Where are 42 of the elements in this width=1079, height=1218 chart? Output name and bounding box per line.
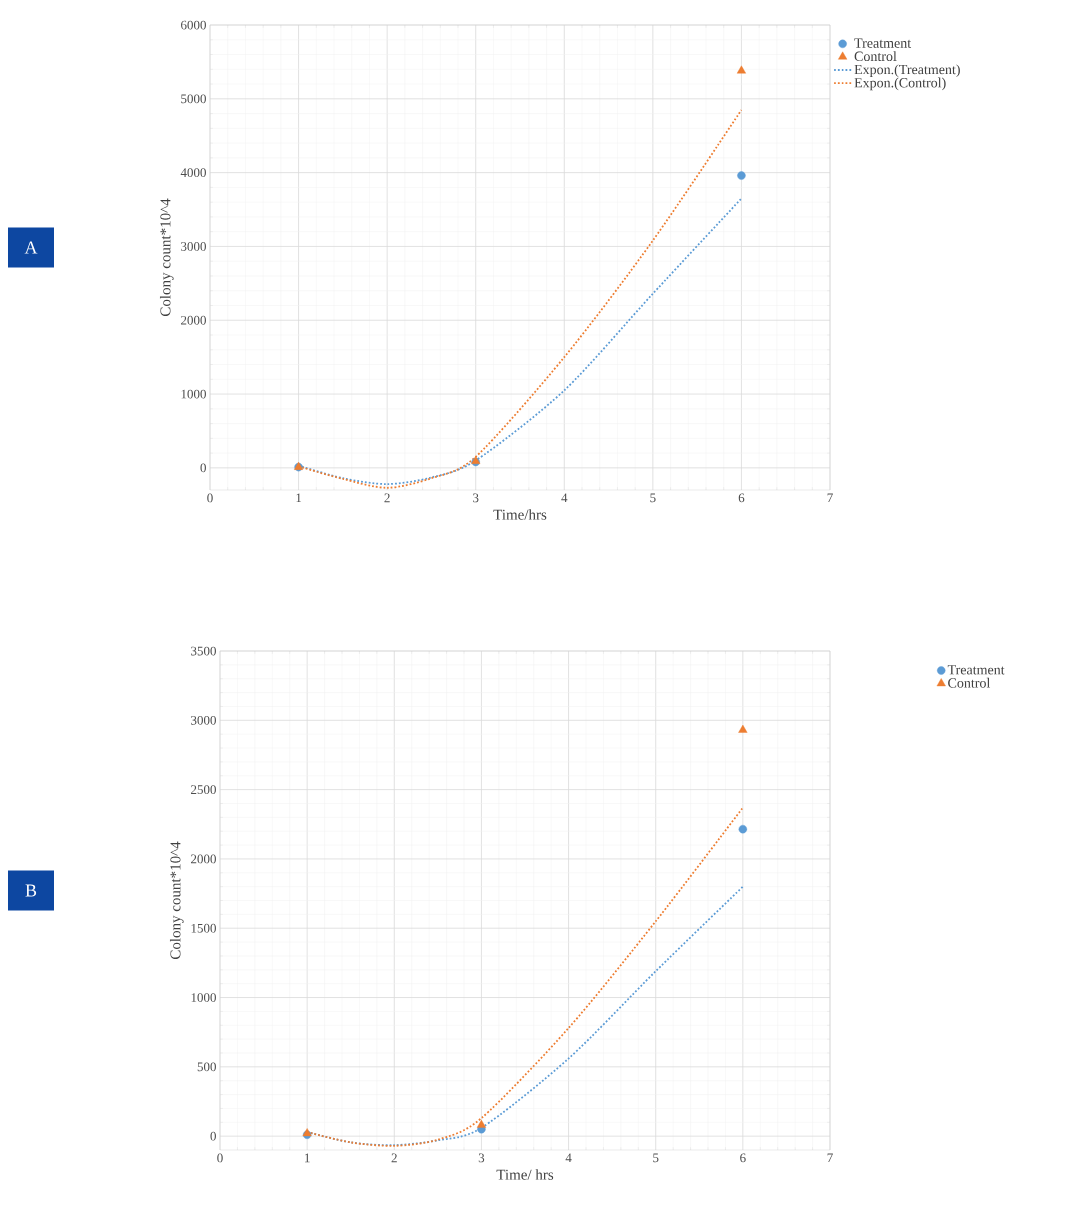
y-tick-label: 0	[210, 1131, 216, 1141]
x-axis-title: Time/ hrs	[496, 1169, 554, 1180]
x-tick-label: 1	[296, 493, 302, 503]
legend-label: Control	[948, 677, 991, 688]
x-tick-label: 7	[827, 1153, 833, 1163]
x-tick-label: 2	[391, 1153, 397, 1163]
y-tick-label: 4000	[180, 168, 206, 178]
x-tick-label: 3	[478, 1153, 485, 1163]
x-tick-label: 3	[473, 493, 479, 503]
y-tick-label: 1000	[181, 389, 206, 399]
y-tick-label: 500	[197, 1062, 216, 1072]
x-tick-label: 2	[384, 493, 390, 503]
y-tick-label: 2500	[191, 785, 216, 795]
x-axis-title: Time/hrs	[493, 509, 547, 520]
x-tick-label: 5	[653, 1153, 659, 1163]
y-tick-label: 1500	[191, 923, 216, 933]
text: A	[24, 241, 38, 254]
y-tick-label: 0	[200, 463, 206, 473]
y-tick-label: 3500	[191, 646, 216, 656]
x-tick-label: 0	[217, 1153, 223, 1163]
legend-label: Treatment	[854, 38, 912, 48]
y-tick-label: 3000	[191, 715, 216, 725]
y-axis-title: Colony count*10^4	[169, 841, 184, 960]
x-tick-label: 6	[738, 493, 745, 503]
y-tick-label: 3000	[181, 242, 206, 251]
y-tick-label: 2000	[181, 315, 206, 325]
x-tick-label: 7	[827, 493, 833, 503]
x-tick-label: 4	[561, 493, 568, 503]
x-tick-label: 4	[565, 1153, 572, 1163]
x-tick-label: 1	[305, 1153, 310, 1163]
legend-label: Control	[854, 51, 897, 62]
x-tick-label: 5	[650, 493, 656, 503]
x-tick-label: 6	[740, 1153, 746, 1163]
y-tick-label: 5000	[181, 94, 206, 104]
text: B	[25, 884, 37, 897]
y-tick-label: 2000	[191, 854, 216, 864]
y-tick-label: 1000	[191, 993, 216, 1002]
legend-label: Expon.(Treatment)	[854, 64, 960, 78]
legend-label: Treatment	[947, 665, 1005, 675]
legend-label: Expon.(Control)	[854, 77, 946, 91]
y-axis-title: Colony count*10^4	[159, 198, 174, 317]
y-tick-label: 6000	[181, 20, 206, 30]
